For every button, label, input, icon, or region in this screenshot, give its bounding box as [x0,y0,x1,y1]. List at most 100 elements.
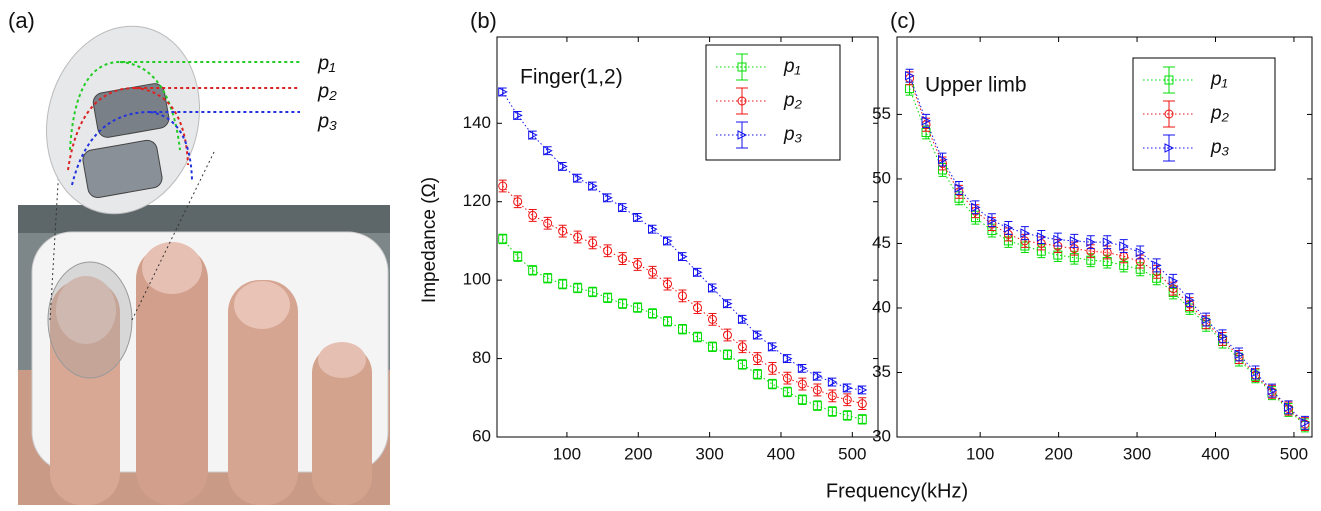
marker [1135,247,1146,258]
marker [1152,260,1162,271]
error-bar [843,383,852,393]
legend-marker [1164,109,1174,119]
error-bar [1251,365,1260,380]
marker [1119,241,1129,251]
device [31,231,389,473]
y-axis-label: Impedance (Ω) [419,177,440,303]
sensor-area [47,261,133,379]
y-tick-label: 140 [463,113,491,132]
marker [722,330,732,340]
error-bar [603,292,612,303]
error-bar [693,331,702,343]
marker [767,341,778,352]
path-line [71,111,300,186]
marker [498,87,508,97]
series [498,87,868,395]
error-bar [828,406,837,417]
error-bar [1119,239,1128,253]
y-tick-label: 35 [872,362,891,381]
marker [663,316,673,326]
marker [842,383,853,393]
marker [842,395,852,405]
error-bar [528,265,537,276]
legend-marker [737,130,748,140]
marker [513,197,523,207]
error-bar [648,224,657,234]
level-label: p₂ [317,80,337,102]
panel-label: (c) [890,8,916,33]
marker [1283,402,1294,413]
error-bar [633,302,642,313]
error-bar [498,87,507,97]
error-bar [498,233,507,245]
error-bar [954,181,963,195]
series [498,179,867,411]
marker [707,314,717,324]
path-line [67,87,300,171]
error-bar [663,316,672,327]
marker [528,265,538,275]
marker [1185,295,1195,306]
error-bar [678,323,687,335]
x-tick-label: 300 [1123,444,1151,463]
error-bar [1152,258,1161,273]
marker [827,391,837,401]
legend-label: p₁ [1210,69,1228,90]
y-tick-label: 30 [872,426,891,445]
marker [921,116,932,126]
marker [752,354,762,364]
error-bar [738,359,747,370]
error-bar [987,213,996,228]
panel-label: (b) [470,8,497,33]
error-bar [753,330,762,340]
marker [633,259,643,269]
marker [692,332,702,342]
photo: (a) p₁ p₂ p₃ [8,8,390,505]
marker [797,363,808,374]
error-bar [1218,329,1227,344]
error-bar [753,369,762,380]
marker [603,246,613,256]
marker [648,267,658,277]
error-bar [558,161,567,171]
marker [905,70,915,81]
marker [663,279,673,289]
marker [618,299,628,309]
marker [558,161,568,172]
error-bar [603,193,612,203]
legend-label: p₂ [783,90,803,111]
electrode [82,139,163,198]
error-bar [543,272,552,284]
marker [678,291,688,301]
error-bar [938,152,947,167]
marker [678,324,688,334]
panel-label: (a) [8,8,35,33]
error-bar [905,68,914,83]
legend-label: p₁ [783,56,801,77]
marker [618,202,628,213]
marker [782,387,792,397]
marker [648,224,658,234]
marker [588,181,598,191]
marker [857,385,868,395]
zoom-line [131,149,216,321]
error-bar [813,371,822,381]
marker [812,371,823,382]
legend-errorbar [736,53,748,81]
x-tick-label: 100 [966,444,994,463]
marker [737,314,748,325]
error-bar [1235,347,1244,362]
error-bar [1103,235,1112,250]
error-bar [708,283,717,293]
marker [573,173,583,183]
path-line [69,61,300,151]
legend-label: p₂ [1210,103,1230,124]
marker [543,273,553,283]
error-bar [573,282,582,294]
marker [827,377,838,387]
marker [827,407,837,417]
error-bar [1169,273,1178,288]
marker [543,218,553,228]
marker [1201,314,1212,325]
x-tick-label: 500 [1280,444,1308,463]
